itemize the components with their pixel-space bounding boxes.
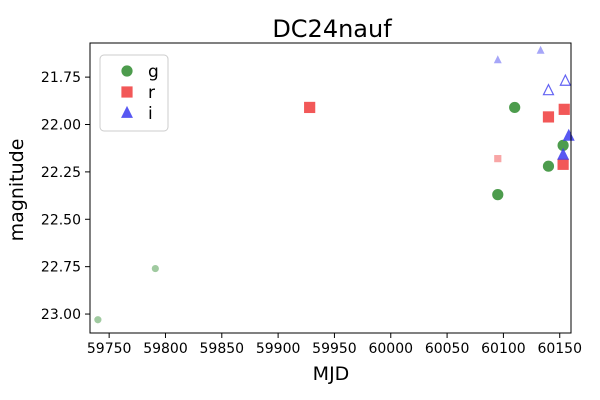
x-tick-label: 60000 bbox=[368, 341, 413, 357]
i-data-point bbox=[536, 45, 545, 54]
x-tick-label: 60100 bbox=[481, 341, 526, 357]
plot-frame bbox=[89, 42, 572, 334]
g-data-point bbox=[492, 189, 504, 201]
i-data-point bbox=[557, 147, 570, 160]
x-tick-label: 59900 bbox=[256, 341, 301, 357]
y-axis: 21.75 22.00 22.25 22.50 22.75 23.00 bbox=[41, 70, 90, 323]
r-data-point bbox=[494, 155, 502, 163]
x-tick-label: 59800 bbox=[143, 341, 188, 357]
legend-marker-g bbox=[121, 65, 133, 77]
i-data-point bbox=[493, 55, 502, 64]
chart-title: DC24nauf bbox=[272, 15, 392, 43]
x-tick-label: 60150 bbox=[537, 341, 582, 357]
g-data-point bbox=[151, 264, 159, 273]
legend-label-r: r bbox=[148, 83, 155, 103]
x-tick-label: 59850 bbox=[200, 341, 245, 357]
g-data-point bbox=[94, 316, 102, 324]
x-tick-label: 59750 bbox=[87, 341, 132, 357]
y-tick-label: 22.25 bbox=[41, 165, 81, 181]
i-data-point bbox=[559, 73, 572, 86]
i-data-point bbox=[562, 128, 575, 141]
r-data-point bbox=[558, 103, 570, 115]
legend-box bbox=[99, 54, 169, 132]
legend-marker-r bbox=[121, 86, 133, 98]
x-tick-label: 60050 bbox=[425, 341, 470, 357]
x-axis-label: MJD bbox=[313, 363, 350, 385]
legend-marker-i bbox=[121, 105, 133, 118]
i-data-point bbox=[542, 83, 555, 96]
legend: gri bbox=[99, 54, 169, 132]
y-axis-label: magnitude bbox=[6, 139, 28, 242]
y-tick-label: 22.00 bbox=[41, 118, 81, 134]
legend-label-g: g bbox=[148, 62, 159, 82]
y-tick-label: 23.00 bbox=[41, 307, 81, 323]
plot-marks bbox=[94, 45, 575, 324]
g-data-point bbox=[509, 101, 521, 114]
x-axis: 59750 59800 59850 59900 59950 60000 60050 60100… bbox=[87, 333, 582, 357]
legend-label-i: i bbox=[148, 104, 153, 124]
y-tick-label: 22.75 bbox=[41, 260, 81, 276]
g-data-point bbox=[542, 160, 555, 172]
r-data-point bbox=[304, 101, 316, 114]
y-tick-label: 22.50 bbox=[41, 212, 81, 228]
x-tick-label: 59950 bbox=[312, 341, 357, 357]
r-data-point bbox=[542, 111, 555, 123]
r-data-point bbox=[557, 158, 569, 170]
y-tick-label: 21.75 bbox=[41, 70, 81, 86]
